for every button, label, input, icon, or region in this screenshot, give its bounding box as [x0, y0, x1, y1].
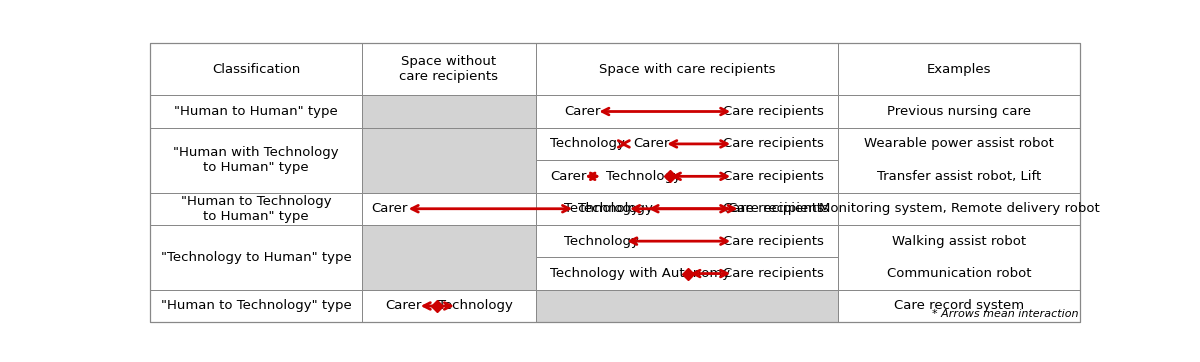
Bar [536, 43, 839, 95]
Text: Carer: Carer [550, 170, 587, 183]
Bar [362, 95, 536, 128]
Text: Monitoring system, Remote delivery robot: Monitoring system, Remote delivery robot [818, 202, 1099, 215]
Bar [839, 193, 1080, 225]
Bar [362, 128, 536, 193]
Text: "Human to Human" type: "Human to Human" type [174, 105, 338, 118]
Bar [536, 128, 839, 160]
Bar [362, 43, 536, 95]
Bar [839, 290, 1080, 322]
Text: Technology with Autonomy: Technology with Autonomy [550, 267, 730, 280]
Text: Care recipients: Care recipients [724, 235, 824, 248]
Bar [839, 43, 1080, 95]
Text: "Technology to Human" type: "Technology to Human" type [161, 251, 352, 264]
Bar [536, 290, 839, 322]
Text: Technology: Technology [578, 202, 653, 215]
Text: Carer: Carer [385, 299, 421, 312]
Text: "Human with Technology
to Human" type: "Human with Technology to Human" type [173, 146, 338, 174]
Text: Space with care recipients: Space with care recipients [599, 63, 775, 76]
Bar [362, 193, 536, 225]
Bar [536, 193, 839, 225]
Text: Technology: Technology [550, 138, 625, 151]
Text: Technology: Technology [564, 235, 638, 248]
Bar [839, 225, 1080, 290]
Bar [362, 225, 536, 290]
Bar [150, 225, 362, 290]
Bar [150, 43, 362, 95]
Text: Previous nursing care: Previous nursing care [887, 105, 1031, 118]
Text: "Human to Technology" type: "Human to Technology" type [161, 299, 352, 312]
Bar [536, 225, 839, 257]
Text: * Arrows mean interaction: * Arrows mean interaction [931, 310, 1078, 319]
Text: Walking assist robot: Walking assist robot [892, 235, 1026, 248]
Text: Carer: Carer [634, 138, 670, 151]
Bar [536, 95, 839, 128]
Bar [150, 95, 362, 128]
Text: Communication robot: Communication robot [887, 267, 1031, 280]
Text: Care recipients: Care recipients [728, 202, 829, 215]
Text: Examples: Examples [926, 63, 991, 76]
Bar [150, 290, 362, 322]
Text: Care record system: Care record system [894, 299, 1024, 312]
Bar [150, 128, 362, 193]
Bar [536, 160, 839, 193]
Text: Technology: Technology [438, 299, 512, 312]
Text: Care recipients: Care recipients [724, 202, 824, 215]
Bar [536, 257, 839, 290]
Text: Care recipients: Care recipients [724, 138, 824, 151]
Text: "Human to Technology
to Human" type: "Human to Technology to Human" type [181, 195, 331, 223]
Text: Technology: Technology [606, 170, 680, 183]
Bar [150, 193, 362, 225]
Text: Classification: Classification [212, 63, 300, 76]
Text: Technology: Technology [564, 202, 638, 215]
Bar [362, 290, 536, 322]
Text: Wearable power assist robot: Wearable power assist robot [864, 138, 1054, 151]
Text: Care recipients: Care recipients [724, 267, 824, 280]
Text: Carer: Carer [371, 202, 408, 215]
Bar [839, 95, 1080, 128]
Text: Carer: Carer [564, 105, 600, 118]
Text: Space without
care recipients: Space without care recipients [400, 55, 498, 83]
Text: Care recipients: Care recipients [724, 170, 824, 183]
Text: Transfer assist robot, Lift: Transfer assist robot, Lift [877, 170, 1042, 183]
Bar [839, 128, 1080, 193]
Text: Care recipients: Care recipients [724, 105, 824, 118]
